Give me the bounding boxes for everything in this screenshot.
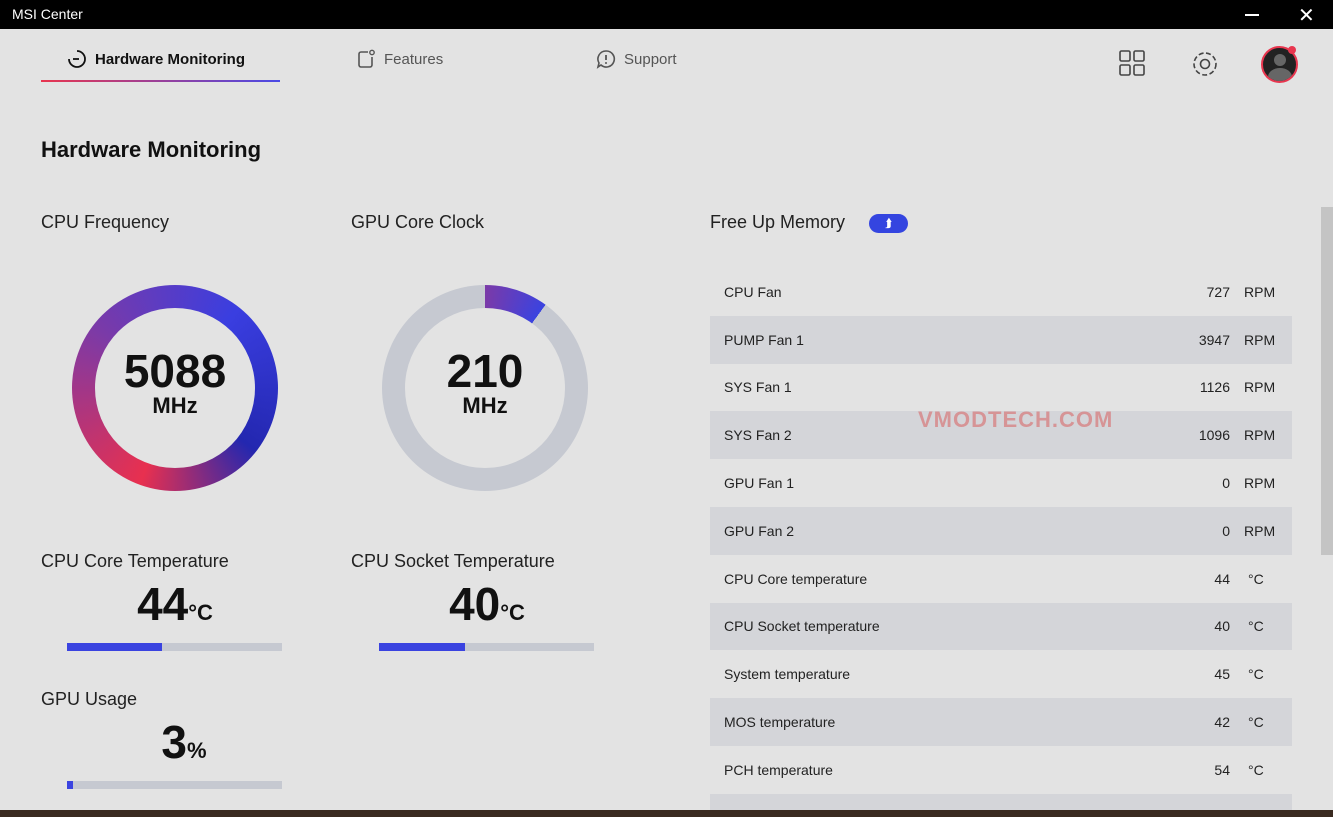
sensor-name: SYS Fan 2 (724, 427, 792, 444)
sensor-unit: RPM (1244, 283, 1276, 300)
cpu-socket-temp-label: CPU Socket Temperature (351, 551, 555, 571)
support-icon (596, 50, 616, 69)
notification-dot (1288, 46, 1296, 54)
gauge-icon (68, 50, 86, 68)
cpu-core-temp-value: 44°C (137, 578, 213, 630)
scrollbar[interactable] (1321, 207, 1333, 555)
sensor-value: 45 (1214, 666, 1230, 683)
sensor-value: 40 (1214, 618, 1230, 635)
minimize-button[interactable] (1245, 14, 1259, 16)
cpu-core-temp-bar (67, 643, 282, 651)
page-title: Hardware Monitoring (41, 137, 262, 162)
close-button[interactable]: ✕ (1298, 5, 1315, 27)
sensor-value: 3947 (1198, 331, 1230, 348)
title-bar: MSI Center ✕ (0, 0, 1333, 29)
sensor-name: CPU Core temperature (724, 570, 868, 587)
sensor-row: GPU Fan 1 0 RPM (710, 459, 1292, 507)
sensor-name: PCH temperature (724, 761, 833, 778)
sensor-value: 0 (1222, 522, 1230, 539)
active-tab-indicator (41, 80, 280, 82)
gpu-usage-label: GPU Usage (41, 689, 138, 709)
free-up-memory-label: Free Up Memory (710, 212, 846, 232)
sensor-name: SYS Fan 1 (724, 379, 792, 396)
tab-label: Hardware Monitoring (95, 50, 246, 68)
cpu-socket-temp-value: 40°C (449, 578, 525, 630)
gear-icon[interactable] (1190, 49, 1220, 79)
sensor-name: GPU Fan 2 (724, 522, 795, 539)
free-up-memory-button[interactable]: ⮭ (869, 214, 908, 233)
sensor-unit: RPM (1244, 331, 1276, 348)
sensor-unit: °C (1248, 666, 1264, 683)
sensor-table: CPU Fan 727 RPM PUMP Fan 1 3947 RPM SYS Fan 1 1… (710, 268, 1292, 810)
sensor-unit: °C (1248, 618, 1264, 635)
app-window: Hardware Monitoring Features Support Har… (0, 29, 1333, 810)
sensor-row: SYS Fan 2 1096 RPM (710, 411, 1292, 460)
gpu-usage-value: 3% (161, 716, 207, 768)
sensor-name: GPU Fan 1 (724, 475, 795, 492)
sensor-name: CPU Socket temperature (724, 618, 880, 635)
sensor-row: PCH temperature 54 °C (710, 746, 1292, 794)
sensor-unit: RPM (1244, 379, 1276, 396)
sensor-name: MOS temperature (724, 714, 836, 731)
tab-label: Features (384, 50, 444, 68)
sensor-row: System temperature 45 °C (710, 650, 1292, 698)
sensor-value: 1096 (1198, 427, 1230, 444)
sensor-value: 727 (1206, 283, 1230, 300)
window-title: MSI Center (12, 6, 83, 22)
sensor-value: 0 (1222, 475, 1230, 492)
sensor-unit: RPM (1244, 522, 1276, 539)
sensor-row: CPU Core temperature 44 °C (710, 555, 1292, 603)
sensor-unit: °C (1248, 570, 1264, 587)
cpu-socket-temp-bar (379, 643, 594, 651)
sensor-name: CPU Fan (724, 283, 782, 300)
sensor-value: 42 (1214, 714, 1230, 731)
gpu-usage-bar (67, 781, 282, 789)
sensor-unit: °C (1248, 714, 1264, 731)
sensor-row: 3.3V3.3440V (710, 793, 1292, 810)
sensor-name: System temperature (724, 666, 851, 683)
tab-features[interactable]: Features (356, 49, 443, 69)
cpu-frequency-gauge: 5088 MHz (72, 285, 278, 491)
sensor-value: 54 (1214, 761, 1230, 778)
sensor-unit: RPM (1244, 475, 1276, 492)
gpu-core-clock-unit: MHz (462, 393, 508, 418)
sensor-row: GPU Fan 2 0 RPM (710, 506, 1292, 555)
sensor-row: PUMP Fan 1 3947 RPM (710, 315, 1292, 364)
grid-icon[interactable] (1118, 49, 1146, 77)
sensor-name: PUMP Fan 1 (724, 331, 804, 348)
sensor-unit: °C (1248, 761, 1264, 778)
cpu-core-temp-label: CPU Core Temperature (41, 551, 229, 571)
sensor-row: SYS Fan 1 1126 RPM (710, 364, 1292, 412)
gpu-core-clock-gauge: 210 MHz (382, 285, 588, 491)
sensor-value: 44 (1214, 570, 1230, 587)
gpu-core-clock-value: 210 (446, 345, 524, 397)
gpu-core-clock-label: GPU Core Clock (351, 212, 485, 232)
features-icon (358, 49, 375, 68)
sensor-row: MOS temperature 42 °C (710, 698, 1292, 746)
sensor-unit: RPM (1244, 427, 1276, 444)
cpu-frequency-label: CPU Frequency (41, 212, 170, 232)
cpu-frequency-value: 5088 (123, 345, 227, 397)
tab-support[interactable]: Support (596, 49, 677, 69)
cpu-frequency-unit: MHz (152, 393, 198, 418)
sensor-row: CPU Socket temperature 40 °C (710, 602, 1292, 651)
sensor-row: CPU Fan 727 RPM (710, 268, 1292, 316)
tab-hardware-monitoring[interactable]: Hardware Monitoring (67, 49, 245, 69)
tab-label: Support (624, 50, 677, 68)
sensor-value: 1126 (1199, 379, 1230, 396)
